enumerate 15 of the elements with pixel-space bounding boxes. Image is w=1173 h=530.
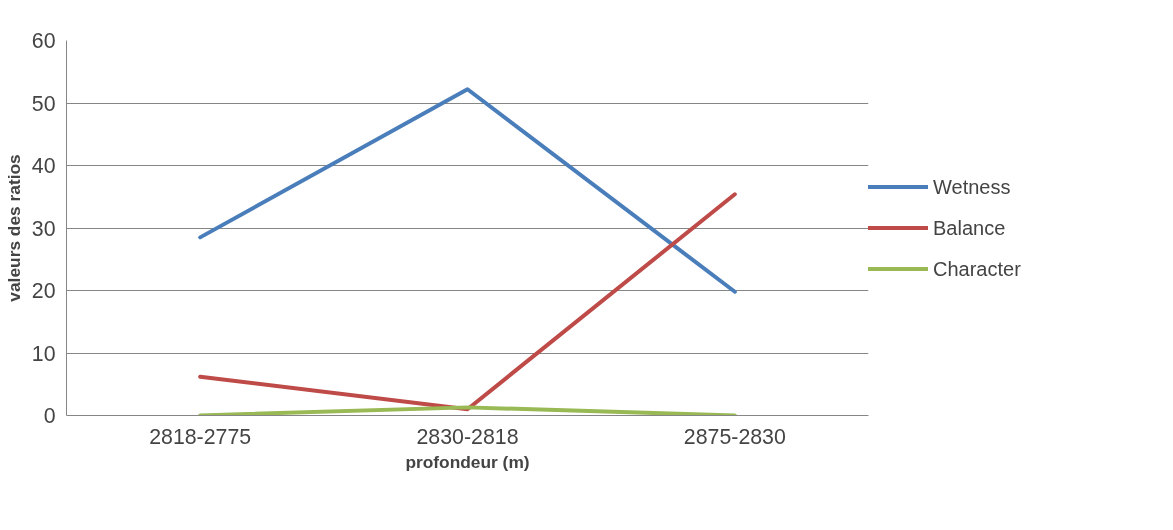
- y-tick-label: 40: [31, 154, 56, 178]
- y-tick-label: 10: [31, 341, 56, 366]
- x-tick-label: 2875-2830: [683, 424, 786, 449]
- y-axis-title: valeurs des ratios: [3, 154, 24, 302]
- y-tick-label: 60: [31, 29, 56, 53]
- x-tick-label: 2818-2775: [149, 424, 252, 449]
- x-tick-label: 2830-2818: [416, 424, 519, 449]
- legend-label: Character: [933, 257, 1021, 280]
- y-tick-label: 30: [31, 216, 56, 241]
- x-axis-title: profondeur (m): [405, 451, 530, 472]
- legend-label: Wetness: [933, 175, 1011, 198]
- legend-label: Balance: [933, 216, 1006, 239]
- y-tick-label: 20: [31, 279, 56, 303]
- y-tick-label: 50: [31, 91, 56, 116]
- y-tick-label: 0: [43, 404, 56, 428]
